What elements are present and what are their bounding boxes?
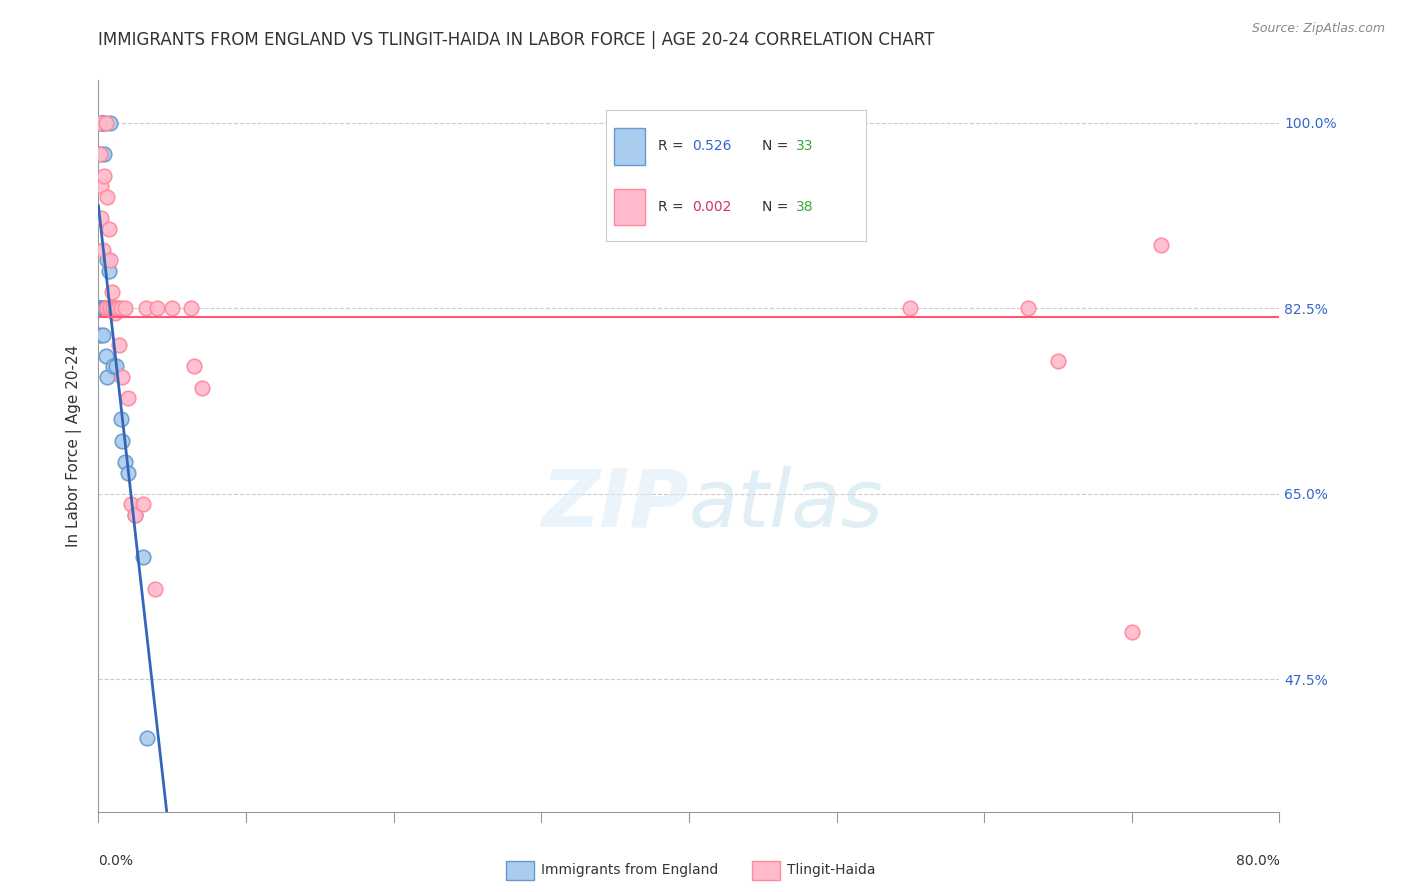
Text: 38: 38 (796, 200, 814, 214)
Point (91, 243, 114, 257)
Text: 0.0%: 0.0% (98, 855, 134, 868)
Point (117, 466, 139, 480)
Point (104, 301, 127, 316)
Point (124, 508, 146, 522)
Point (89, 116, 111, 130)
Text: 80.0%: 80.0% (1236, 855, 1279, 868)
Point (124, 508, 146, 522)
Point (100, 285, 122, 300)
Point (91, 116, 114, 130)
Text: 0.526: 0.526 (692, 139, 731, 153)
Point (105, 301, 128, 316)
Point (96, 253, 118, 268)
Point (98, 301, 121, 316)
Point (90, 116, 112, 130)
Point (94, 301, 117, 316)
Y-axis label: In Labor Force | Age 20-24: In Labor Force | Age 20-24 (66, 345, 83, 547)
Point (1121, 624, 1143, 639)
Point (114, 455, 136, 469)
Point (105, 359, 128, 374)
Point (180, 301, 202, 316)
Point (91, 116, 114, 130)
Point (132, 497, 155, 511)
Point (117, 392, 139, 406)
Text: 0.002: 0.002 (692, 200, 731, 214)
Point (191, 381, 214, 395)
Point (98, 116, 121, 130)
Text: N =: N = (762, 200, 789, 214)
Point (91, 327, 114, 342)
Text: Immigrants from England: Immigrants from England (541, 863, 718, 877)
Point (104, 306, 127, 320)
Point (97, 221, 120, 235)
Text: 33: 33 (796, 139, 814, 153)
Text: R =: R = (658, 200, 683, 214)
Point (1046, 354, 1069, 368)
Point (136, 731, 159, 745)
Point (89, 147, 111, 161)
Point (93, 116, 115, 130)
Point (96, 190, 118, 204)
Text: Tlingit-Haida: Tlingit-Haida (787, 863, 876, 877)
Point (103, 359, 125, 374)
Point (100, 301, 122, 316)
Point (90, 301, 112, 316)
Point (89, 327, 111, 342)
Point (89, 301, 111, 316)
Point (108, 338, 131, 352)
Point (110, 301, 132, 316)
Point (114, 301, 136, 316)
Point (107, 301, 129, 316)
Text: R =: R = (658, 139, 683, 153)
Point (162, 301, 183, 316)
Text: Source: ZipAtlas.com: Source: ZipAtlas.com (1251, 22, 1385, 36)
Point (94, 349, 117, 363)
Point (111, 370, 134, 384)
Point (93, 301, 115, 316)
Point (96, 301, 118, 316)
Text: N =: N = (762, 139, 789, 153)
Point (1017, 301, 1039, 316)
Point (132, 550, 155, 565)
Point (89, 301, 111, 316)
Point (110, 412, 132, 426)
Point (111, 434, 134, 448)
Point (143, 582, 166, 596)
Point (89, 301, 111, 316)
Point (146, 301, 169, 316)
Bar (614, 188, 645, 226)
Point (96, 370, 118, 384)
Point (90, 147, 112, 161)
Point (91, 301, 114, 316)
Point (97, 264, 120, 278)
Text: atlas: atlas (689, 466, 884, 543)
Point (93, 169, 115, 183)
Point (183, 359, 205, 374)
Point (90, 211, 112, 225)
Point (94, 116, 117, 130)
Point (103, 301, 125, 316)
Point (107, 301, 129, 316)
Bar (614, 128, 645, 165)
Point (94, 301, 117, 316)
Point (120, 497, 142, 511)
Point (98, 253, 121, 268)
Point (90, 179, 112, 194)
Point (135, 301, 157, 316)
Point (1150, 237, 1173, 252)
Text: ZIP: ZIP (541, 466, 689, 543)
Point (93, 147, 115, 161)
Point (900, 301, 922, 316)
Point (98, 301, 121, 316)
Text: IMMIGRANTS FROM ENGLAND VS TLINGIT-HAIDA IN LABOR FORCE | AGE 20-24 CORRELATION : IMMIGRANTS FROM ENGLAND VS TLINGIT-HAIDA… (98, 31, 935, 49)
